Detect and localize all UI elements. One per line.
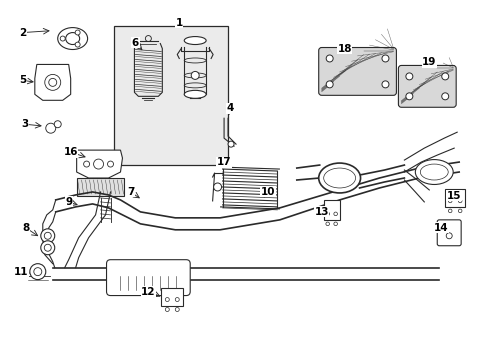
Circle shape (34, 268, 41, 276)
Circle shape (175, 307, 179, 311)
FancyBboxPatch shape (398, 66, 455, 107)
Text: 5: 5 (19, 75, 26, 85)
Circle shape (175, 298, 179, 302)
Ellipse shape (58, 28, 87, 50)
Circle shape (75, 30, 80, 35)
Circle shape (165, 298, 169, 302)
Circle shape (325, 222, 329, 226)
Circle shape (446, 233, 451, 239)
Circle shape (30, 264, 46, 280)
FancyBboxPatch shape (436, 220, 460, 246)
Circle shape (46, 123, 56, 133)
Text: 9: 9 (65, 197, 72, 207)
Text: 16: 16 (63, 147, 78, 157)
Ellipse shape (184, 90, 206, 98)
Text: 2: 2 (19, 28, 26, 37)
Circle shape (381, 81, 388, 88)
Bar (161, 288, 183, 306)
Ellipse shape (414, 159, 452, 184)
Ellipse shape (65, 32, 80, 45)
Text: 19: 19 (421, 58, 436, 67)
Text: 13: 13 (314, 207, 328, 217)
FancyBboxPatch shape (318, 48, 396, 95)
Circle shape (333, 222, 337, 226)
Circle shape (227, 141, 234, 147)
Circle shape (447, 209, 451, 213)
Circle shape (44, 232, 51, 239)
Circle shape (83, 161, 89, 167)
Bar (444, 189, 464, 207)
Text: 11: 11 (14, 267, 28, 276)
Text: 6: 6 (132, 37, 139, 48)
Ellipse shape (318, 163, 360, 193)
Circle shape (457, 199, 461, 203)
Circle shape (333, 212, 337, 216)
Text: 7: 7 (126, 187, 134, 197)
Bar (77, 178, 124, 196)
Bar (323, 200, 339, 220)
Text: 4: 4 (226, 103, 233, 113)
Text: 1: 1 (175, 18, 183, 28)
Circle shape (457, 209, 461, 213)
Circle shape (447, 199, 451, 203)
Text: 18: 18 (337, 44, 351, 54)
Text: 14: 14 (433, 223, 447, 233)
Bar (113, 26, 227, 165)
Text: 15: 15 (446, 191, 461, 201)
Circle shape (213, 183, 221, 191)
Ellipse shape (184, 37, 206, 45)
Circle shape (165, 307, 169, 311)
Circle shape (107, 161, 113, 167)
FancyBboxPatch shape (106, 260, 190, 296)
Circle shape (405, 73, 412, 80)
Polygon shape (35, 64, 71, 100)
Circle shape (381, 55, 388, 62)
Circle shape (41, 229, 55, 243)
Circle shape (325, 81, 332, 88)
Circle shape (60, 36, 65, 41)
Text: 12: 12 (141, 287, 155, 297)
Circle shape (325, 212, 329, 216)
Circle shape (325, 55, 332, 62)
Text: 3: 3 (21, 119, 28, 129)
Circle shape (441, 93, 448, 100)
Polygon shape (77, 150, 122, 178)
Text: 10: 10 (260, 187, 275, 197)
Circle shape (54, 121, 61, 128)
Text: 8: 8 (22, 223, 29, 233)
Circle shape (441, 73, 448, 80)
Circle shape (405, 93, 412, 100)
Circle shape (44, 244, 51, 251)
Circle shape (41, 241, 55, 255)
Circle shape (191, 71, 199, 80)
Circle shape (75, 42, 80, 47)
Text: 17: 17 (216, 157, 231, 167)
